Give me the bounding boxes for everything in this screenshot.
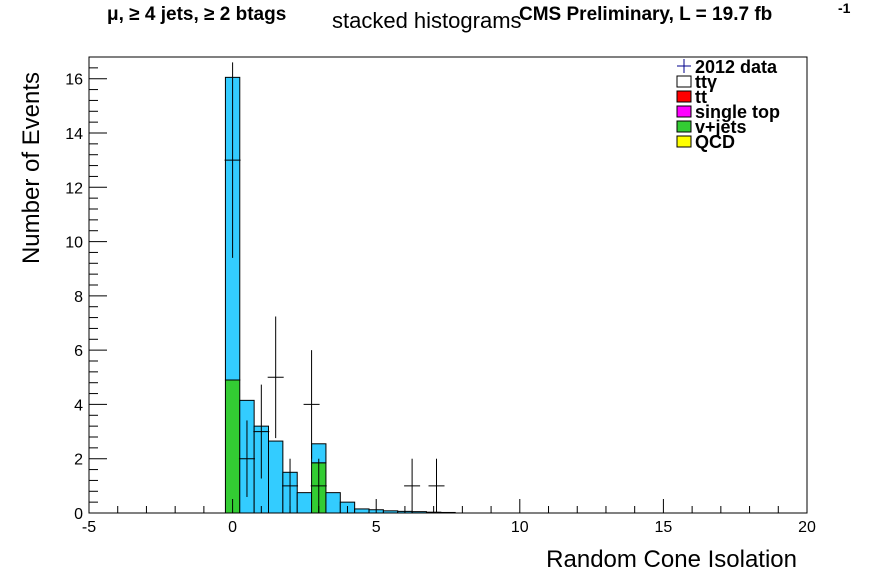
legend-swatch xyxy=(676,90,692,103)
legend-label: 2012 data xyxy=(695,57,778,77)
lumi-superscript: -1 xyxy=(838,0,851,16)
y-tick-label: 6 xyxy=(74,343,83,360)
x-tick-label: 5 xyxy=(372,519,381,536)
x-tick-label: 15 xyxy=(655,519,673,536)
legend-label: single top xyxy=(695,102,780,122)
y-tick-label: 2 xyxy=(74,452,83,469)
data-point xyxy=(282,458,299,513)
stacked-bars xyxy=(224,76,456,514)
data-point xyxy=(303,350,320,459)
bar xyxy=(325,492,341,514)
y-axis: 0 2 4 6 8 10 12 14 16 xyxy=(65,56,107,523)
legend-label: ttγ xyxy=(695,72,717,92)
data-point xyxy=(224,62,241,258)
y-tick-label: 14 xyxy=(65,126,83,143)
bar xyxy=(354,508,370,514)
chart-title: stacked histograms xyxy=(332,8,522,33)
legend-swatch xyxy=(676,105,692,118)
y-axis-label: Number of Events xyxy=(18,71,45,265)
y-tick-label: 12 xyxy=(65,180,83,197)
data-point xyxy=(238,420,255,497)
legend-label: tt xyxy=(695,87,707,107)
legend-label: v+jets xyxy=(695,117,747,137)
legend-swatch xyxy=(676,135,692,148)
legend-item: v+jets xyxy=(676,117,747,137)
legend-item: single top xyxy=(676,102,780,122)
data-point xyxy=(267,316,284,439)
legend-swatch xyxy=(676,120,692,133)
x-tick-label: 20 xyxy=(798,519,816,536)
bar xyxy=(296,492,313,514)
legend-item: tt xyxy=(676,87,707,107)
data-point xyxy=(310,458,327,513)
experiment-label: CMS Preliminary, L = 19.7 fb xyxy=(519,4,773,25)
y-tick-label: 10 xyxy=(65,235,83,252)
legend-item: ttγ xyxy=(676,72,717,92)
legend-item: 2012 data xyxy=(677,57,778,77)
data-point xyxy=(253,384,270,479)
legend-swatch xyxy=(676,75,692,88)
y-tick-label: 16 xyxy=(65,72,83,89)
x-axis: -5 0 5 10 15 20 xyxy=(82,499,816,536)
bar xyxy=(268,440,284,514)
x-tick-label: -5 xyxy=(82,519,96,536)
x-axis-label: Random Cone Isolation xyxy=(546,546,797,573)
legend-label: QCD xyxy=(695,132,735,152)
legend-item: QCD xyxy=(676,132,735,152)
bar xyxy=(224,379,241,514)
y-tick-label: 0 xyxy=(74,506,83,523)
data-points xyxy=(224,62,445,513)
x-tick-label: 0 xyxy=(228,519,237,536)
data-point xyxy=(404,458,421,513)
y-tick-label: 8 xyxy=(74,289,83,306)
x-tick-label: 10 xyxy=(511,519,529,536)
data-point xyxy=(428,458,445,513)
selection-label: μ, ≥ 4 jets, ≥ 2 btags xyxy=(107,4,287,25)
y-tick-label: 4 xyxy=(74,397,83,414)
